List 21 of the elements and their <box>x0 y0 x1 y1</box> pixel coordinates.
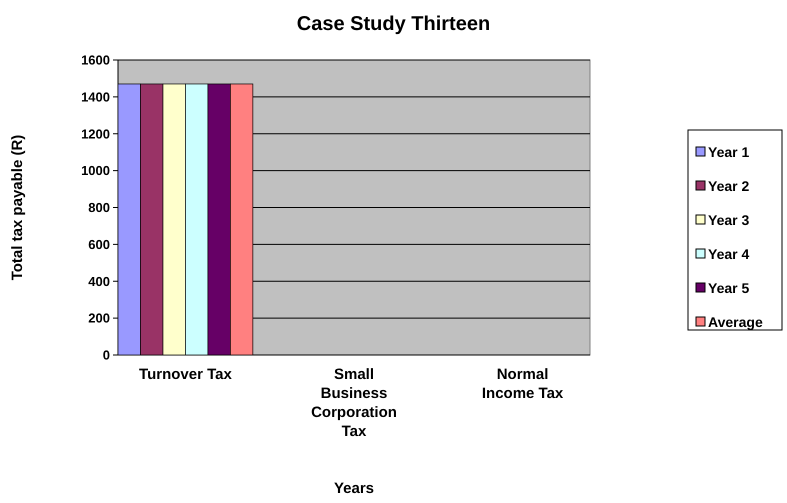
y-tick-label: 1400 <box>81 89 110 104</box>
x-axis-title: Years <box>334 480 374 497</box>
x-tick-label: Small Business Corporation Tax <box>311 366 397 440</box>
legend-label: Year 3 <box>708 212 750 228</box>
x-tick-label: Normal Income Tax <box>482 366 564 402</box>
legend-label: Year 5 <box>708 280 750 296</box>
y-tick-label: 1000 <box>81 163 110 178</box>
y-tick-label: 0 <box>102 348 110 363</box>
y-tick-label: 1600 <box>81 52 110 68</box>
y-tick-label: 400 <box>88 274 110 289</box>
y-tick-label: 200 <box>88 310 110 326</box>
chart-title: Case Study Thirteen <box>296 13 490 35</box>
y-tick-label: 1200 <box>81 126 110 142</box>
legend-label: Year 1 <box>708 144 750 160</box>
legend-label: Year 4 <box>708 246 750 262</box>
y-axis-title: Total tax payable (R) <box>9 134 26 280</box>
y-tick-label: 600 <box>88 236 110 252</box>
x-tick-label: Turnover Tax <box>139 366 232 383</box>
legend-label: Year 2 <box>708 178 750 194</box>
legend-label: Average <box>708 314 763 330</box>
y-tick-label: 800 <box>88 200 110 216</box>
